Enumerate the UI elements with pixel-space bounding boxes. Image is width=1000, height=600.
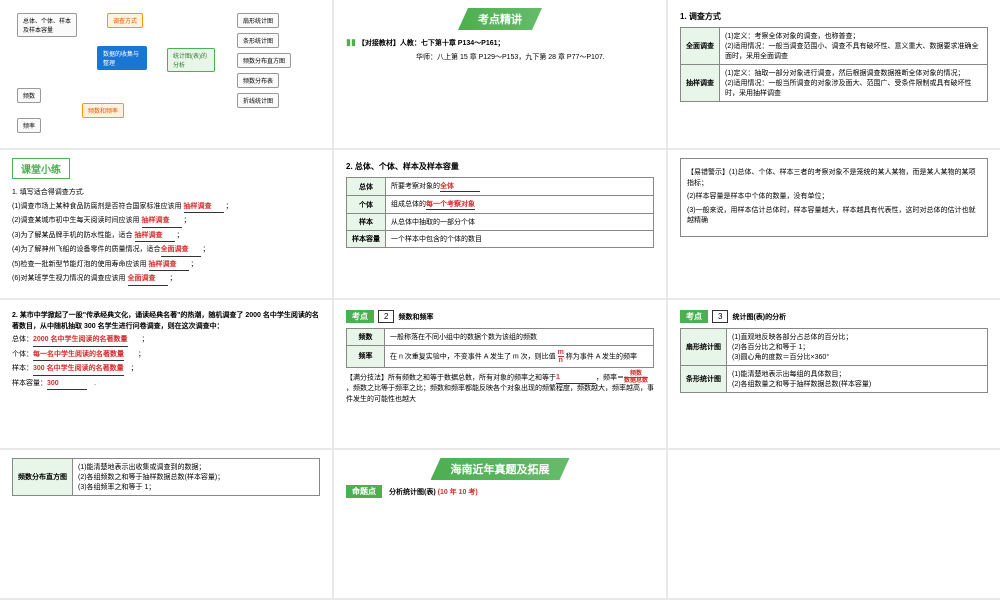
q1-6: (6)对某班学生视力情况的调查应该用 全面调查 ； [12,274,320,286]
q1-4: (4)为了解神州飞船的设备零件的质量情况，适合全面调查 ； [12,245,320,257]
cell-qmdc: 全面调查 [681,28,720,65]
mtd-line: 命题点 分析统计图(表) (10 年 10 考) [346,486,654,499]
warn-3: (3)一般来说，用样本估计总体时，样本容量越大，样本越具有代表性，这时对总体的估… [687,206,981,227]
node-r3: 频数分布直方图 [237,53,291,68]
cell-cydc: 抽样调查 [681,65,720,102]
banner-hainan: 海南近年真题及拓展 [431,458,570,480]
note-mfjf: 【满分技法】所有频数之和等于数据总数，所有对象的频率之和等于1，频率＝频数数据总… [346,371,654,406]
panel-kaodian-banner: 考点精讲 ▮▮ 【对接教材】人教：七下第十章 P134～P161； 华师：八上第… [334,0,666,148]
kd2-head: 考点2频数和频率 [346,311,654,324]
panel-survey-methods: 1. 调查方式 全面调查 (1)定义：考察全体对象的调查，也称普查；(2)适用情… [668,0,1000,148]
node-center: 数据的收集与整理 [97,46,147,70]
kd3-head: 考点3统计图(表)的分析 [680,311,988,324]
node-r5: 折线统计图 [237,93,279,108]
panel-practice: 课堂小练 1. 填写适合得调查方式. (1)调查市场上某种食品防腐剂是否符合国家… [0,150,332,298]
cell-cydc-content: (1)定义：抽取一部分对象进行调查，然后根据调查数据推断全体对象的情况；(2)适… [720,65,988,102]
node-r1: 扇形统计图 [237,13,279,28]
warn-1: 【易错警示】(1)总体、个体、样本三者的考察对象不是笼统的某人某物，而是某人某物… [687,168,981,189]
q2-gt: 个体：每一名中学生阅读的名著数量 ； [12,350,320,362]
title-dcfs: 1. 调查方式 [680,11,988,23]
table-histogram: 频数分布直方图(1)能清楚地表示出收集或调查到的数据；(2)各组频数之和等于抽样… [12,458,320,496]
warning-box: 【易错警示】(1)总体、个体、样本三者的考察对象不是笼统的某人某物，而是某人某物… [680,158,988,237]
panel-diagram: 总体、个体、样本及样本容量 调查方式 数据的收集与整理 统计图(表)的分析 频数… [0,0,332,148]
textbook-ref: ▮▮ 【对接教材】人教：七下第十章 P134～P161； [346,36,654,50]
panel-empty [668,450,1000,598]
panel-kd3: 考点3统计图(表)的分析 扇形统计图(1)直观地反映各部分占总体的百分比；(2)… [668,300,1000,448]
node-r4: 频数分布表 [237,73,279,88]
panel-kd2: 考点2频数和频率 频数一般称落在不同小组中的数据个数为该组的频数 频率在 n 次… [334,300,666,448]
q2-zt: 总体：2000 名中学生阅读的名著数量 ； [12,335,320,347]
q2-text: 2. 某市中学掀起了一股"传承经典文化，诵读经典名著"的热潮，随机调查了 200… [12,311,320,332]
banner-kdjj: 考点精讲 [458,8,542,30]
node-r2: 条形统计图 [237,33,279,48]
q1-5: (5)检查一批新型节能灯泡的使用寿命应该用 抽样调查 ； [12,260,320,272]
q1-intro: 1. 填写适合得调查方式. [12,188,320,199]
q1-1: (1)调查市场上某种食品防腐剂是否符合国家标准应该用 抽样调查 ； [12,202,320,214]
warn-2: (2)样本容量是样本中个体的数量，没有单位； [687,192,981,203]
q1-2: (2)调查某城市初中生每天阅读时间应该用 抽样调查 ； [12,216,320,228]
textbook-ref2: 华师：八上第 15 章 P129～P153，九下第 28 章 P77～P107. [416,53,654,64]
book-icon: ▮▮ [346,37,356,47]
concept-diagram: 总体、个体、样本及样本容量 调查方式 数据的收集与整理 统计图(表)的分析 频数… [12,8,320,138]
node-ztgt: 总体、个体、样本及样本容量 [17,13,77,37]
panel-population: 2. 总体、个体、样本及样本容量 总体所要考察对象的全体 个体组成总体的每一个考… [334,150,666,298]
panel-warning: 【易错警示】(1)总体、个体、样本三者的考察对象不是笼统的某人某物，而是某人某物… [668,150,1000,298]
table-survey: 全面调查 (1)定义：考察全体对象的调查，也称普查；(2)适用情况：一般当调查范… [680,27,988,102]
table-freq: 频数一般称落在不同小组中的数据个数为该组的频数 频率在 n 次重复实验中，不变事… [346,328,654,368]
panel-hainan: 海南近年真题及拓展 命题点 分析统计图(表) (10 年 10 考) [334,450,666,598]
node-dcfs: 调查方式 [107,13,143,28]
node-pspl: 频数和频率 [82,103,124,118]
q2-yb: 样本：300 名中学生阅读的名著数量 ； [12,364,320,376]
table-charts: 扇形统计图(1)直观地反映各部分占总体的百分比；(2)各百分比之和等于 1；(3… [680,328,988,393]
node-ps: 频数 [17,88,41,103]
node-pl: 频率 [17,118,41,133]
panel-q2: 2. 某市中学掀起了一股"传承经典文化，诵读经典名著"的热潮，随机调查了 200… [0,300,332,448]
title-ktxl: 课堂小练 [12,158,70,179]
node-tjt: 统计图(表)的分析 [167,48,215,72]
table-population: 总体所要考察对象的全体 个体组成总体的每一个考察对象 样本从总体中抽取的一部分个… [346,177,654,248]
title-ztgt: 2. 总体、个体、样本及样本容量 [346,161,654,173]
cell-qmdc-content: (1)定义：考察全体对象的调查，也称普查；(2)适用情况：一般当调查范围小、调查… [720,28,988,65]
q1-3: (3)为了解某品牌手机的防水性能，适合 抽样调查 ； [12,231,320,243]
q2-ybrl: 样本容量：300 . [12,379,320,391]
panel-histogram: 频数分布直方图(1)能清楚地表示出收集或调查到的数据；(2)各组频数之和等于抽样… [0,450,332,598]
